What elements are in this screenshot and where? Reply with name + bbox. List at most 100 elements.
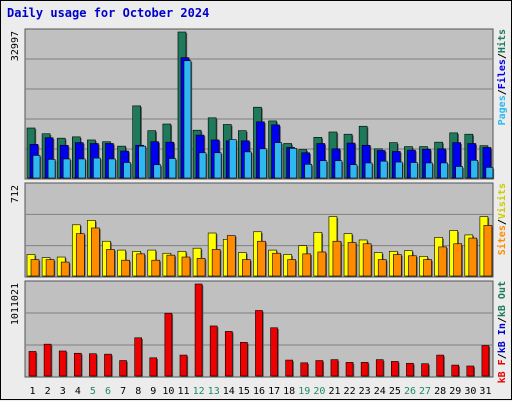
bar-pages-day-17 — [274, 142, 282, 179]
bar-sites-day-8 — [136, 253, 145, 277]
bar-pages-day-25 — [395, 161, 403, 179]
day-label-27: 27 — [419, 386, 431, 397]
bar-sites-day-16 — [257, 240, 266, 277]
day-label-18: 18 — [283, 386, 295, 397]
bar-sites-day-10 — [166, 254, 176, 277]
bar-kbf-day-5 — [89, 353, 97, 377]
legend--: / — [497, 353, 508, 359]
bar-kbf-day-23 — [360, 362, 369, 377]
bar-sites-day-14 — [226, 235, 236, 277]
day-label-21: 21 — [328, 386, 340, 397]
legend-kb-in: kB In — [497, 323, 508, 353]
bar-sites-day-25 — [393, 254, 402, 277]
bar-kbf-day-22 — [345, 362, 354, 377]
bar-kbf-day-29 — [451, 364, 460, 377]
day-label-1: 1 — [30, 386, 36, 397]
bar-pages-day-19 — [304, 163, 313, 179]
bar-pages-day-18 — [289, 148, 297, 179]
bar-sites-day-4 — [75, 233, 85, 277]
bar-pages-day-24 — [379, 160, 388, 179]
bar-kbf-day-31 — [481, 345, 490, 377]
bar-kbf-day-11 — [179, 354, 188, 377]
bar-kbf-day-28 — [436, 354, 444, 377]
bar-pages-day-4 — [77, 158, 86, 179]
bar-sites-day-11 — [181, 256, 191, 277]
max-label: 712 — [10, 185, 21, 203]
bar-sites-day-13 — [211, 249, 221, 277]
bar-kbf-day-8 — [134, 337, 142, 377]
day-label-16: 16 — [253, 386, 265, 397]
bar-sites-day-5 — [91, 227, 100, 277]
bar-kbf-day-17 — [270, 327, 278, 377]
bar-pages-day-28 — [440, 162, 448, 179]
day-label-31: 31 — [479, 386, 491, 397]
day-label-2: 2 — [45, 386, 51, 397]
day-label-11: 11 — [177, 386, 189, 397]
bar-pages-day-16 — [259, 148, 267, 179]
bar-sites-day-23 — [362, 243, 372, 277]
bar-pages-day-6 — [108, 158, 116, 179]
bar-sites-day-9 — [151, 259, 161, 277]
bar-sites-day-3 — [60, 261, 70, 277]
bar-kbf-day-15 — [240, 342, 248, 377]
bar-kbf-day-6 — [104, 353, 112, 377]
bar-kbf-day-10 — [164, 312, 173, 377]
day-label-23: 23 — [359, 386, 371, 397]
day-label-4: 4 — [75, 386, 81, 397]
bar-kbf-day-26 — [406, 362, 414, 377]
bar-kbf-day-9 — [149, 357, 158, 377]
chart-title: Daily usage for October 2024 — [7, 6, 210, 20]
bar-kbf-day-21 — [330, 359, 339, 377]
bar-pages-day-12 — [198, 152, 207, 179]
legend--: / — [497, 53, 508, 59]
legend--: / — [497, 219, 508, 225]
bar-pages-day-21 — [334, 160, 343, 179]
legend--: / — [497, 317, 508, 323]
bar-kbf-day-4 — [73, 352, 82, 377]
bar-kbf-day-19 — [300, 362, 309, 377]
day-label-26: 26 — [404, 386, 416, 397]
bar-pages-day-1 — [32, 155, 41, 179]
bar-pages-day-7 — [123, 162, 131, 179]
bar-pages-day-15 — [244, 151, 252, 179]
bar-pages-day-27 — [425, 162, 433, 179]
bar-pages-day-23 — [364, 162, 373, 179]
day-label-14: 14 — [223, 386, 235, 397]
day-label-7: 7 — [120, 386, 126, 397]
bar-kbf-day-1 — [28, 351, 37, 377]
bar-sites-day-31 — [483, 225, 493, 277]
bar-sites-day-29 — [453, 243, 463, 277]
bar-sites-day-18 — [287, 259, 296, 277]
legend-pages: Pages — [497, 95, 508, 125]
legend-kb-out: kB Out — [497, 281, 508, 317]
bar-kbf-day-2 — [43, 343, 52, 377]
bar-kbf-day-3 — [58, 350, 67, 377]
bar-pages-day-10 — [168, 158, 177, 179]
bar-sites-day-15 — [242, 259, 251, 277]
day-label-5: 5 — [90, 386, 96, 397]
bar-sites-day-17 — [272, 252, 281, 277]
legend--: / — [497, 89, 508, 95]
series-legend: Pages/Files/Hits — [496, 29, 508, 125]
day-label-22: 22 — [344, 386, 356, 397]
day-label-12: 12 — [193, 386, 205, 397]
bar-kbf-day-12 — [194, 283, 203, 377]
bar-pages-day-2 — [47, 159, 56, 179]
bar-sites-day-1 — [30, 259, 40, 277]
bar-pages-day-11 — [183, 60, 192, 179]
bar-sites-day-2 — [45, 259, 55, 277]
day-label-19: 19 — [298, 386, 310, 397]
legend-sites: Sites — [496, 225, 508, 255]
bar-sites-day-28 — [438, 246, 447, 277]
bar-kbf-day-30 — [466, 365, 475, 377]
bar-kbf-day-25 — [391, 361, 399, 377]
bar-kbf-day-27 — [421, 363, 429, 377]
bar-sites-day-12 — [196, 258, 206, 277]
day-label-28: 28 — [434, 386, 446, 397]
bar-sites-day-22 — [347, 242, 357, 277]
day-label-29: 29 — [449, 386, 461, 397]
